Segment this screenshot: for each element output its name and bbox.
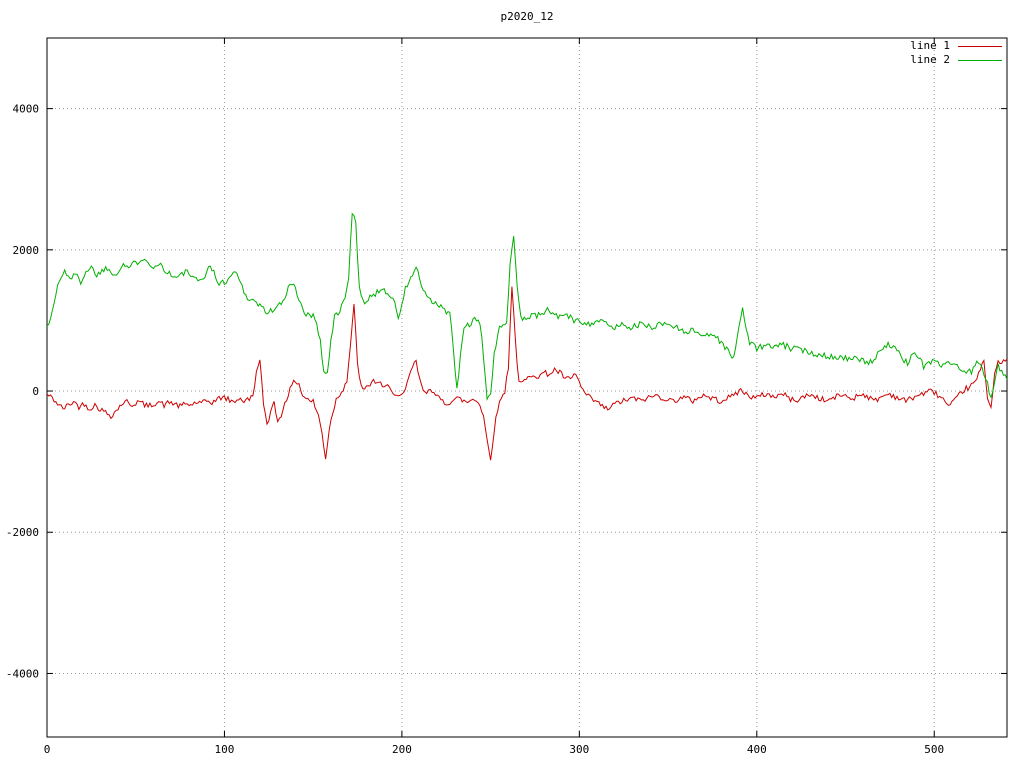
y-tick-label: 0	[32, 385, 39, 398]
series-line-2	[46, 212, 1008, 402]
y-tick-label: -2000	[6, 526, 39, 539]
x-tick-label: 400	[747, 743, 767, 756]
x-tick-label: 500	[924, 743, 944, 756]
y-tick-label: 4000	[13, 103, 40, 116]
y-tick-label: 2000	[13, 244, 40, 257]
x-tick-label: 100	[215, 743, 235, 756]
series-line-1	[46, 286, 1008, 461]
y-tick-label: -4000	[6, 667, 39, 680]
legend-line-sample-line2	[958, 59, 1002, 61]
x-tick-label: 300	[569, 743, 589, 756]
x-tick-label: 200	[392, 743, 412, 756]
legend-line-sample-line1	[958, 45, 1002, 47]
legend: line 1 line 2	[910, 40, 1002, 66]
x-tick-label: 0	[44, 743, 51, 756]
legend-item-line1: line 1	[910, 40, 1002, 52]
legend-item-line2: line 2	[910, 54, 1002, 66]
legend-label-line1: line 1	[910, 39, 950, 52]
chart-title: p2020_12	[500, 10, 554, 23]
plot-border	[46, 37, 1008, 738]
legend-label-line2: line 2	[910, 53, 950, 66]
